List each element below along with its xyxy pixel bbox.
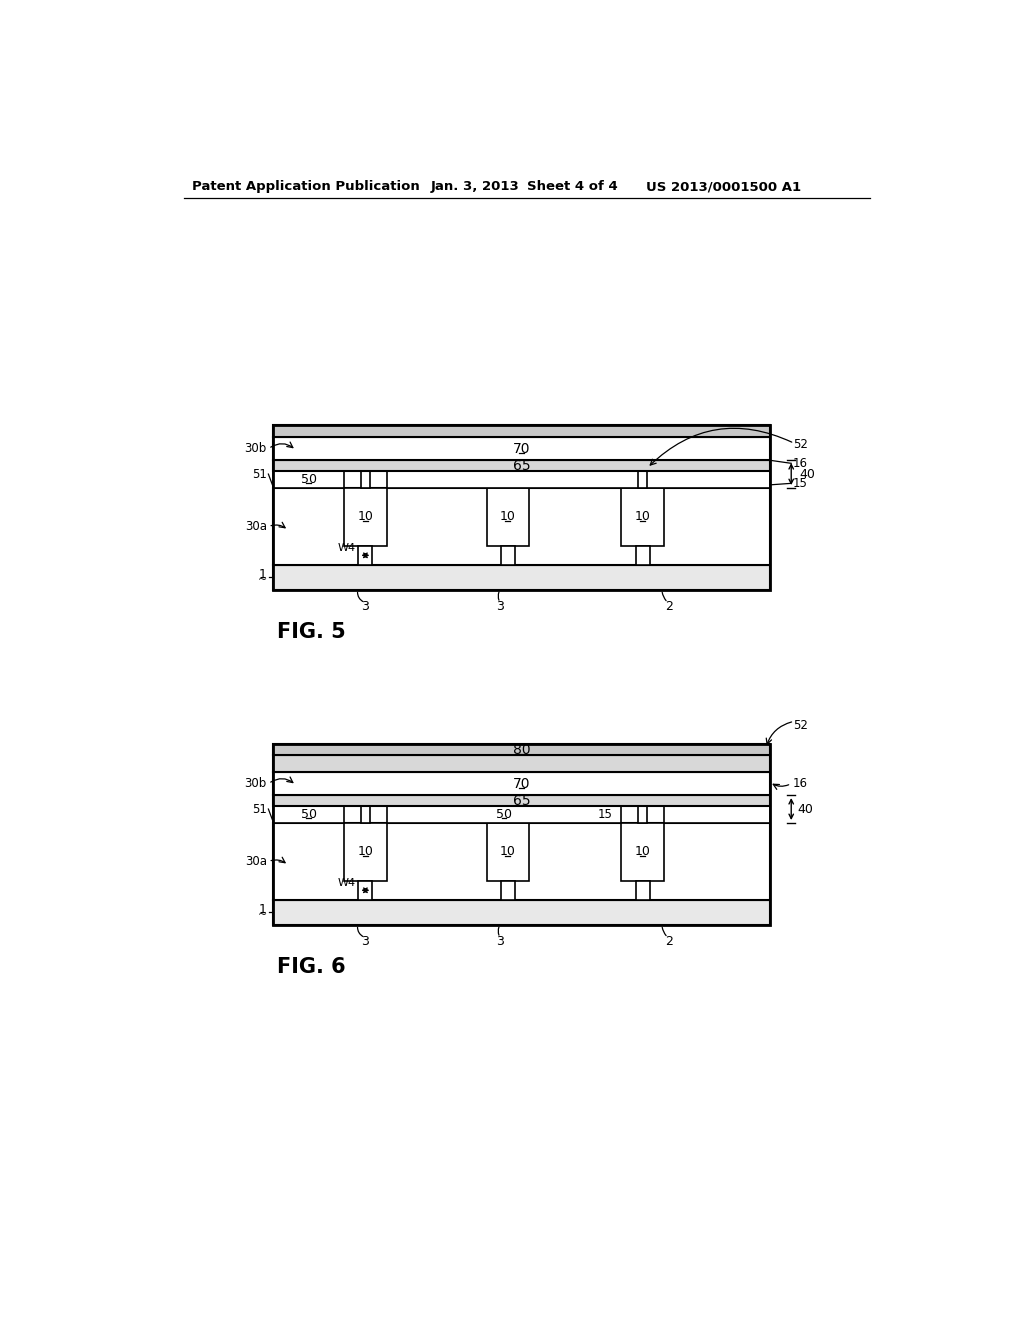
Text: 10: 10 [357,511,374,523]
Bar [273,437,770,461]
Bar [501,880,515,900]
Bar [273,471,344,488]
Text: 3: 3 [361,601,370,612]
Bar [273,425,770,437]
Text: 3: 3 [497,601,504,612]
Text: 30b: 30b [245,777,267,791]
Text: 10: 10 [500,845,516,858]
Bar [638,466,647,488]
Bar [387,807,622,822]
Text: W4: W4 [338,544,356,553]
Text: Patent Application Publication: Patent Application Publication [193,181,420,194]
Text: ~: ~ [258,574,267,585]
Text: FIG. 6: FIG. 6 [276,957,345,977]
Text: US 2013/0001500 A1: US 2013/0001500 A1 [646,181,802,194]
Bar [664,807,770,822]
Bar [273,565,770,590]
Text: 16: 16 [793,457,808,470]
Bar [273,807,344,822]
Bar [638,801,647,822]
Text: 3: 3 [497,935,504,948]
Text: 2: 2 [666,601,674,612]
Text: 10: 10 [635,845,650,858]
Text: 40: 40 [798,803,813,816]
Text: 1: 1 [259,903,267,916]
Bar [486,488,529,545]
Bar [273,744,770,924]
Text: 52: 52 [793,718,808,731]
Text: 40: 40 [799,467,815,480]
Bar [358,880,373,900]
Bar [273,488,770,565]
Text: 50: 50 [496,808,512,821]
Text: 80: 80 [513,743,530,756]
Text: 65: 65 [513,793,530,808]
Text: Jan. 3, 2013: Jan. 3, 2013 [431,181,519,194]
Bar [273,461,770,471]
Bar [273,425,770,590]
Text: 10: 10 [635,511,650,523]
Text: 50: 50 [301,473,316,486]
Text: 15: 15 [597,808,612,821]
Text: 30a: 30a [245,520,267,533]
Bar [273,772,770,795]
Bar [501,545,515,565]
Bar [273,822,770,900]
Text: 15: 15 [793,477,808,490]
Bar [360,466,370,488]
Text: W4: W4 [338,878,356,888]
Text: 50: 50 [301,808,316,821]
Bar [636,880,649,900]
Text: 70: 70 [513,776,530,791]
Bar [273,744,770,755]
Text: 10: 10 [357,845,374,858]
Bar [344,488,387,545]
Bar [273,755,770,772]
Bar [622,822,664,880]
Text: 16: 16 [793,777,808,791]
Bar [344,822,387,880]
Text: ~: ~ [258,909,267,920]
Bar [387,471,770,488]
Text: 65: 65 [513,458,530,473]
Bar [486,822,529,880]
Text: 2: 2 [666,935,674,948]
Bar [360,801,370,822]
Text: 51: 51 [252,803,267,816]
Text: FIG. 5: FIG. 5 [276,622,346,642]
Text: 1: 1 [259,569,267,582]
Text: 52: 52 [793,438,808,451]
Bar [636,545,649,565]
Text: 70: 70 [513,442,530,455]
Bar [273,900,770,924]
Text: 51: 51 [252,467,267,480]
Text: Sheet 4 of 4: Sheet 4 of 4 [527,181,617,194]
Text: 30a: 30a [245,855,267,869]
Bar [358,545,373,565]
Text: 3: 3 [361,935,370,948]
Bar [273,795,770,807]
Text: 30b: 30b [245,442,267,455]
Bar [622,488,664,545]
Text: 10: 10 [500,511,516,523]
